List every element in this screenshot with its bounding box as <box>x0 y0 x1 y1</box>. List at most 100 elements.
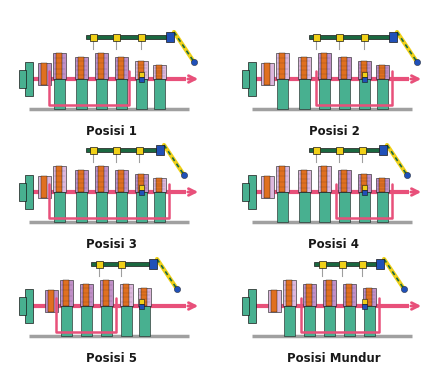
Bar <box>139 190 144 195</box>
Bar <box>79 284 92 306</box>
Bar <box>376 192 388 222</box>
Bar <box>362 190 367 195</box>
Bar <box>279 166 285 192</box>
Bar <box>90 33 96 40</box>
Bar <box>303 306 314 336</box>
Bar <box>139 304 144 309</box>
Bar <box>360 33 368 40</box>
Bar <box>116 79 127 109</box>
Bar <box>309 35 389 39</box>
Bar <box>74 57 87 79</box>
Bar <box>359 147 366 154</box>
Bar <box>339 260 346 268</box>
Bar <box>95 260 103 268</box>
Bar <box>339 79 350 109</box>
Bar <box>120 306 132 336</box>
Bar <box>103 280 109 306</box>
Bar <box>139 185 144 190</box>
Bar <box>379 65 385 79</box>
Bar <box>25 175 33 209</box>
Bar <box>358 174 371 192</box>
Bar <box>376 79 388 109</box>
Bar <box>306 284 312 306</box>
Bar <box>264 176 270 198</box>
Bar <box>136 147 143 154</box>
Bar <box>363 306 375 336</box>
Text: Posisi Mundur: Posisi Mundur <box>287 352 381 365</box>
Bar <box>341 170 347 192</box>
Bar <box>343 284 355 306</box>
Bar <box>297 170 310 192</box>
Bar <box>137 288 150 306</box>
Bar <box>135 174 148 192</box>
Bar <box>366 288 372 306</box>
Bar <box>86 35 166 39</box>
Bar <box>314 262 376 266</box>
Bar <box>309 148 379 152</box>
Bar <box>363 288 376 306</box>
Bar <box>376 259 384 269</box>
Bar <box>95 79 107 109</box>
Bar <box>139 77 144 82</box>
Bar <box>56 166 62 192</box>
Bar <box>318 79 330 109</box>
Bar <box>139 299 144 304</box>
Bar <box>156 178 162 192</box>
Bar <box>78 57 84 79</box>
Bar <box>358 61 371 79</box>
Bar <box>359 260 366 268</box>
Bar <box>318 192 330 222</box>
Bar <box>37 63 50 85</box>
Bar <box>343 306 355 336</box>
Bar <box>116 192 127 222</box>
Bar <box>137 33 145 40</box>
Bar <box>242 183 249 201</box>
Bar <box>313 33 319 40</box>
Text: Posisi 5: Posisi 5 <box>86 352 136 365</box>
Bar <box>19 297 26 315</box>
Bar <box>284 306 294 336</box>
Bar <box>91 262 149 266</box>
Bar <box>301 170 307 192</box>
Bar <box>297 57 310 79</box>
Bar <box>78 170 84 192</box>
Bar <box>80 306 91 336</box>
Bar <box>61 306 71 336</box>
Bar <box>75 192 87 222</box>
Bar <box>362 299 367 304</box>
Bar <box>86 148 156 152</box>
Bar <box>298 192 310 222</box>
Bar <box>335 33 343 40</box>
Bar <box>376 65 388 79</box>
Bar <box>37 176 50 198</box>
Bar <box>100 306 112 336</box>
Bar <box>75 79 87 109</box>
Bar <box>248 175 256 209</box>
Bar <box>248 289 256 323</box>
Bar <box>248 62 256 96</box>
Bar <box>139 306 149 336</box>
Bar <box>359 79 369 109</box>
Bar <box>45 290 58 312</box>
Bar <box>362 304 367 309</box>
Bar <box>98 166 104 192</box>
Bar <box>138 174 144 192</box>
Bar <box>359 192 369 222</box>
Bar <box>53 53 66 79</box>
Bar <box>361 174 367 192</box>
Bar <box>341 57 347 79</box>
Bar <box>115 57 128 79</box>
Bar <box>41 63 47 85</box>
Bar <box>242 297 249 315</box>
Bar <box>112 147 120 154</box>
Bar <box>260 176 273 198</box>
Bar <box>379 145 387 155</box>
Bar <box>25 62 33 96</box>
Bar <box>338 170 351 192</box>
Bar <box>338 57 351 79</box>
Bar <box>339 192 350 222</box>
Bar <box>346 284 352 306</box>
Bar <box>136 79 146 109</box>
Bar <box>19 183 26 201</box>
Bar <box>282 280 296 306</box>
